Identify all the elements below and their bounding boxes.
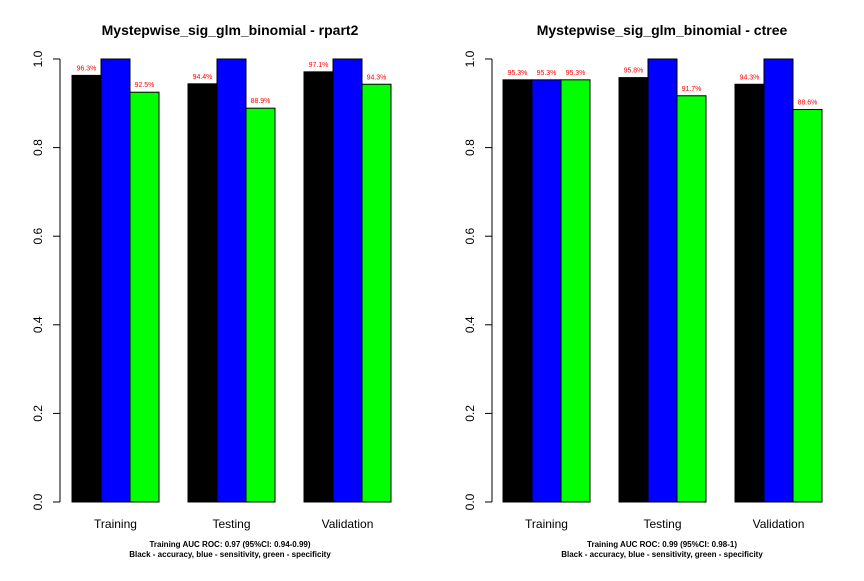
- bar: [763, 58, 794, 503]
- data-label: 95.3%: [566, 70, 586, 77]
- y-tick-label: 1.0: [463, 50, 477, 67]
- y-tick-label: 0.0: [31, 493, 45, 510]
- y-tick-label: 0.2: [463, 405, 477, 422]
- data-label: 94.3%: [740, 74, 760, 81]
- bar: [618, 77, 649, 503]
- bar: [129, 91, 160, 503]
- y-tick-label: 0.8: [463, 139, 477, 156]
- data-label: 94.3%: [367, 74, 387, 81]
- data-label: 92.5%: [135, 82, 155, 89]
- data-label: 95.3%: [508, 70, 528, 77]
- note-auc: Training AUC ROC: 0.97 (95%CI: 0.94-0.99…: [149, 540, 310, 549]
- y-tick-label: 0.0: [463, 493, 477, 510]
- note-legend: Black - accuracy, blue - sensitivity, gr…: [561, 550, 763, 559]
- bar: [560, 79, 591, 503]
- y-tick-label: 0.4: [31, 316, 45, 333]
- bar: [332, 58, 363, 503]
- bar: [676, 95, 707, 503]
- data-label: 96.3%: [77, 65, 97, 72]
- x-category-label: Validation: [753, 517, 805, 531]
- data-label: 97.1%: [309, 62, 329, 69]
- bar: [361, 83, 392, 503]
- bar: [71, 74, 102, 503]
- data-label: 94.4%: [193, 74, 213, 81]
- x-category-label: Testing: [212, 517, 250, 531]
- data-label: 95.8%: [624, 68, 644, 75]
- bar: [100, 58, 131, 503]
- bar: [303, 71, 334, 503]
- bar: [187, 83, 218, 503]
- bar: [502, 79, 533, 503]
- x-category-label: Testing: [643, 517, 681, 531]
- chart-title: Mystepwise_sig_glm_binomial - rpart2: [102, 22, 359, 38]
- data-label: 95.3%: [537, 70, 557, 77]
- y-tick-label: 0.8: [31, 139, 45, 156]
- x-category-label: Training: [525, 517, 568, 531]
- data-label: 91.7%: [682, 86, 702, 93]
- y-tick-label: 1.0: [31, 50, 45, 67]
- data-label: 88.9%: [251, 98, 271, 105]
- note-auc: Training AUC ROC: 0.99 (95%CI: 0.98-1): [587, 540, 737, 549]
- bar: [792, 109, 823, 503]
- y-tick-label: 0.4: [463, 316, 477, 333]
- bar: [647, 58, 678, 503]
- note-legend: Black - accuracy, blue - sensitivity, gr…: [129, 550, 331, 559]
- data-label: 88.6%: [798, 100, 818, 107]
- y-tick-label: 0.6: [463, 228, 477, 245]
- bar: [216, 58, 247, 503]
- bar: [734, 83, 765, 503]
- y-tick-label: 0.2: [31, 405, 45, 422]
- chart-title: Mystepwise_sig_glm_binomial - ctree: [537, 22, 788, 38]
- x-category-label: Validation: [322, 517, 374, 531]
- y-tick-label: 0.6: [31, 228, 45, 245]
- bar: [245, 107, 276, 503]
- x-category-label: Training: [94, 517, 137, 531]
- bar: [531, 79, 562, 503]
